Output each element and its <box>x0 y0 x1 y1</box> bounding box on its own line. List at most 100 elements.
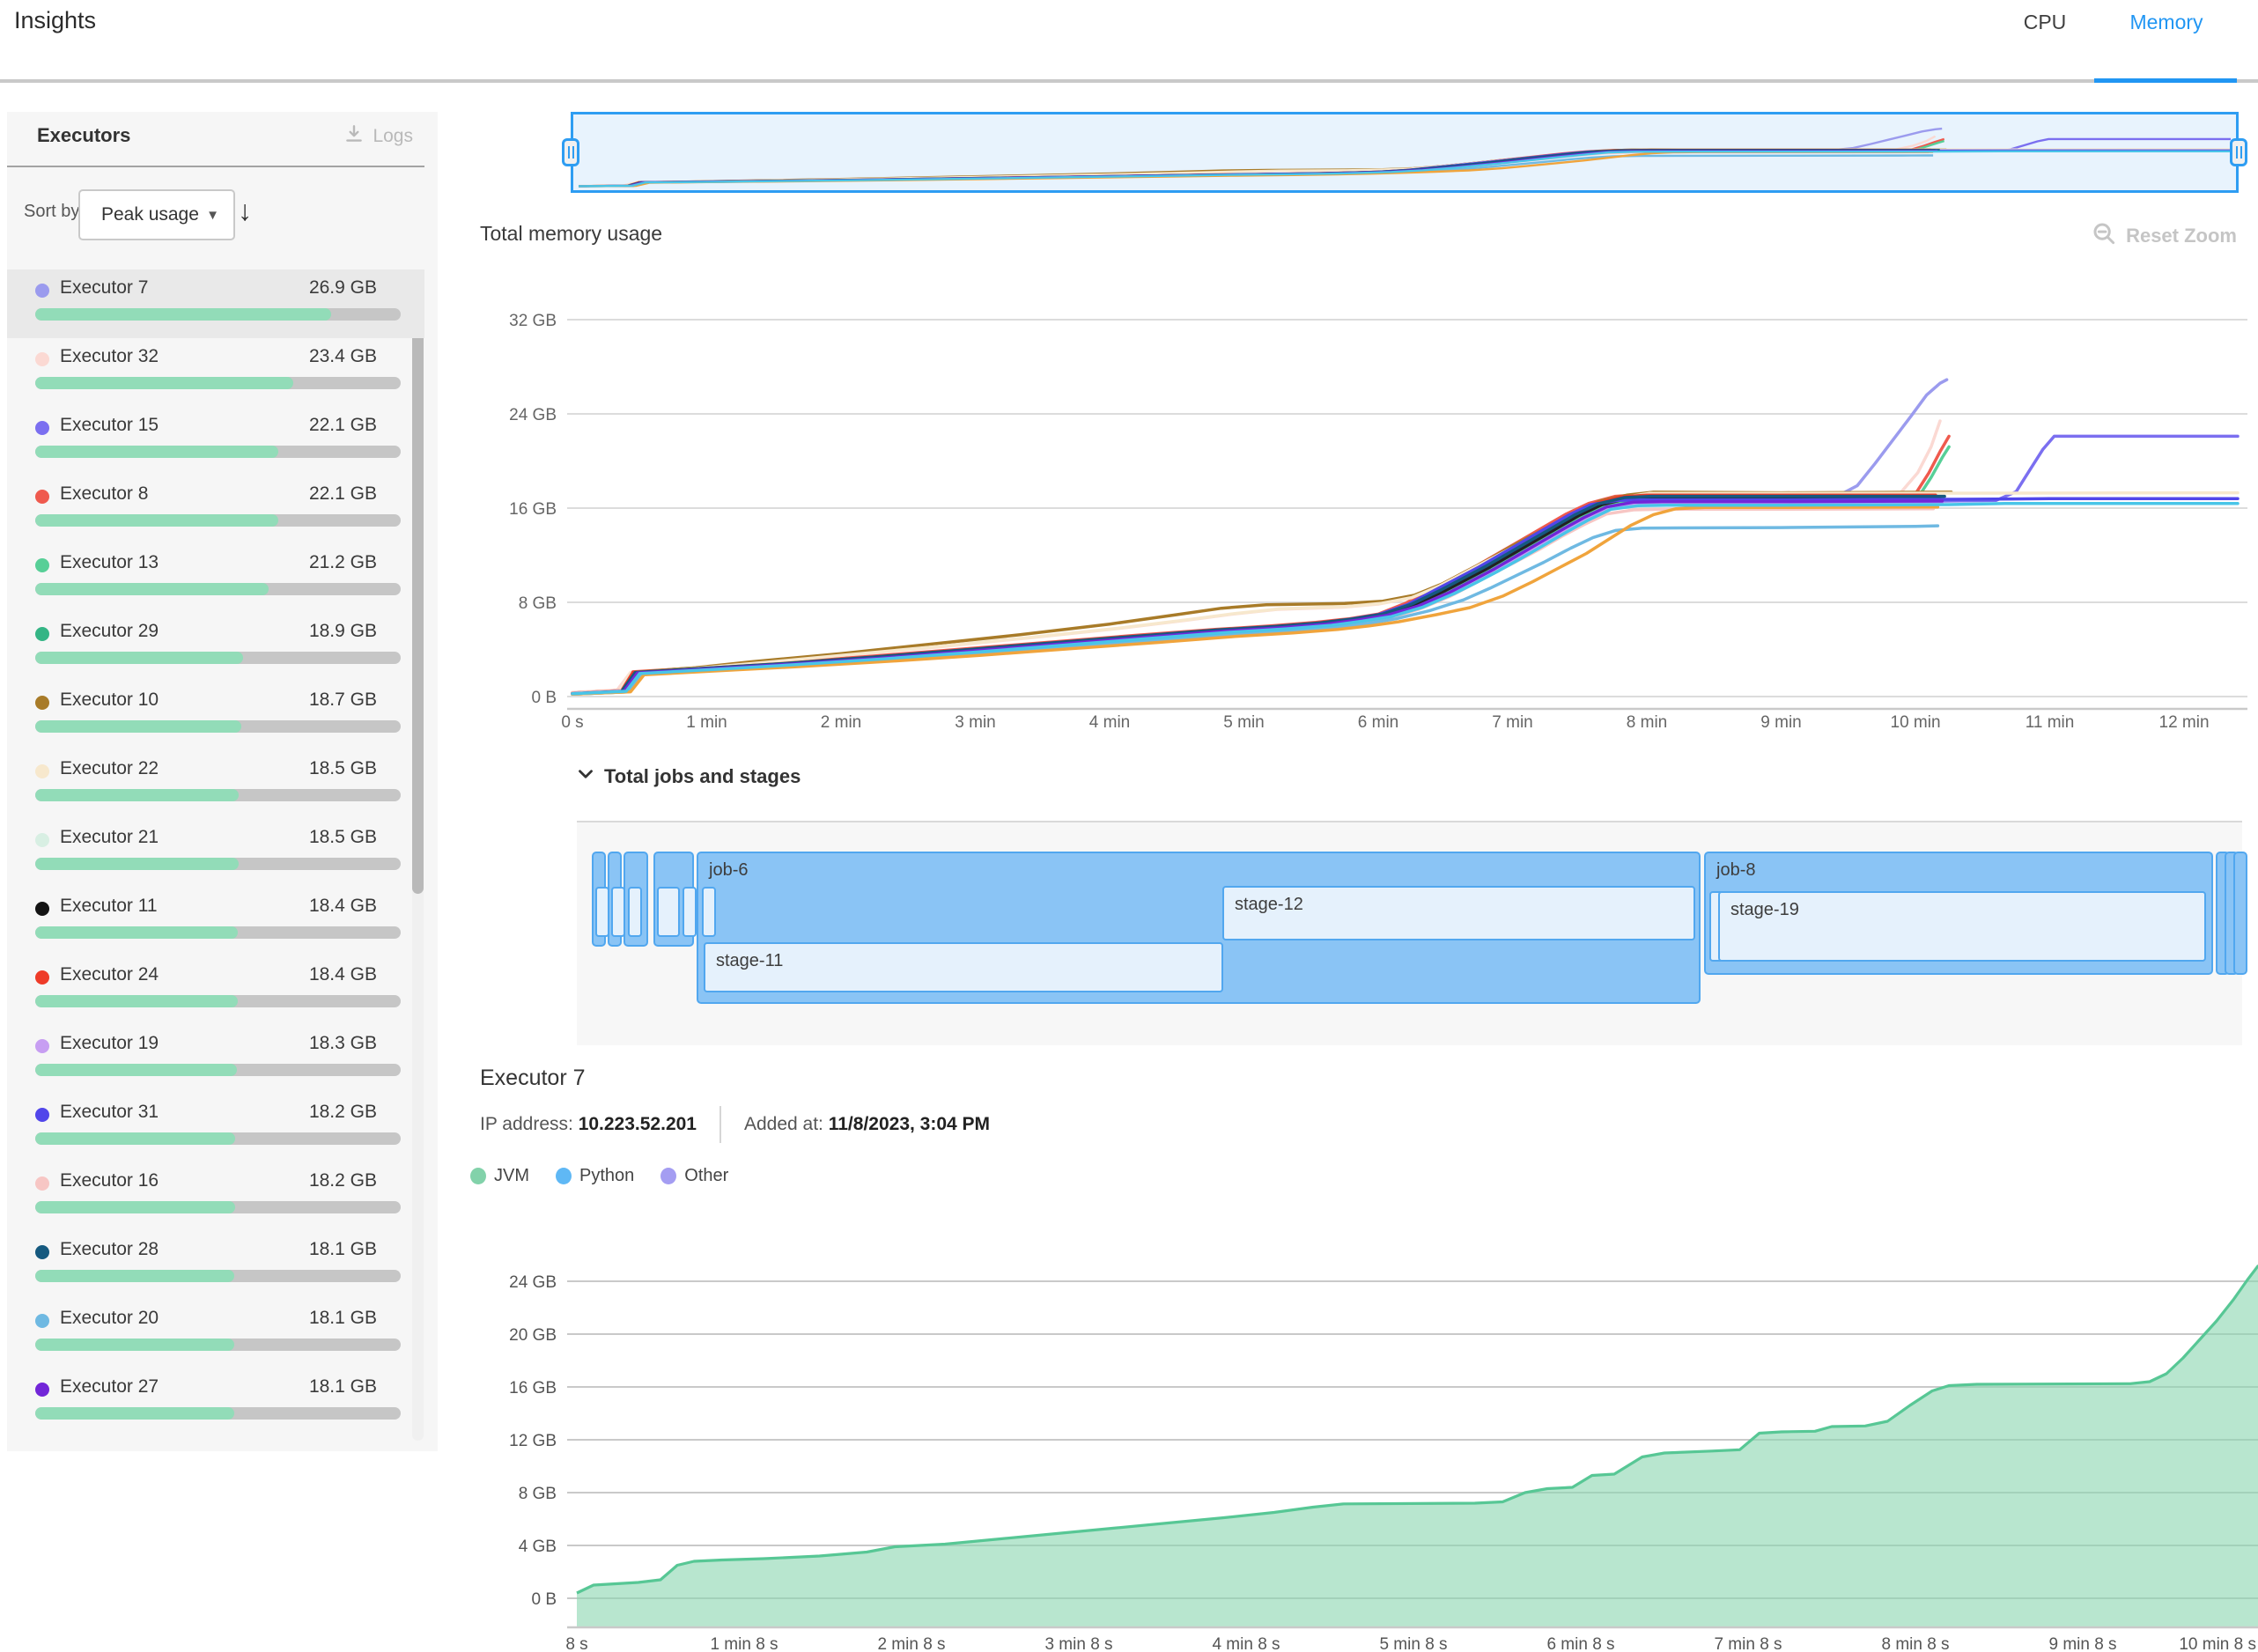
legend-item-jvm[interactable]: JVM <box>470 1166 529 1186</box>
x-tick-label: 10 min 8 s <box>2179 1635 2256 1652</box>
jobs-stages-gantt: job-6 job-8 stage-12 stage-11 stage-19 <box>577 821 2247 1045</box>
stage-bar-stage-19[interactable]: stage-19 <box>1718 891 2206 962</box>
stage-bar[interactable] <box>702 887 716 937</box>
sort-direction-button[interactable]: ↓ <box>238 195 252 226</box>
brush-handle-right[interactable] <box>2230 138 2247 166</box>
y-tick-label: 8 GB <box>519 1485 557 1503</box>
executor-name: Executor 15 <box>60 415 159 435</box>
executor-peak-value: 18.5 GB <box>308 758 377 778</box>
executor-peak-value: 26.9 GB <box>308 277 377 298</box>
added-at-value: 11/8/2023, 3:04 PM <box>828 1114 991 1134</box>
sidebar-scrollbar-thumb[interactable] <box>412 273 424 894</box>
brush-handle-left[interactable] <box>562 138 579 166</box>
stage-bar[interactable] <box>683 887 697 937</box>
executor-list-item[interactable]: Executor 27 18.1 GB <box>7 1368 424 1437</box>
header-divider <box>0 79 2258 83</box>
legend-label: JVM <box>494 1166 529 1185</box>
x-tick-label: 12 min <box>2159 713 2210 732</box>
y-tick-label: 16 GB <box>509 1379 557 1398</box>
executor-peak-value: 18.2 GB <box>308 1170 377 1191</box>
executor-peak-value: 18.4 GB <box>308 964 377 985</box>
executor-name: Executor 10 <box>60 690 159 710</box>
jobs-stages-collapse-toggle[interactable]: Total jobs and stages <box>574 763 801 791</box>
executor-list-item[interactable]: Executor 20 18.1 GB <box>7 1300 424 1368</box>
page-title: Insights <box>14 7 97 33</box>
executor-peak-value: 23.4 GB <box>308 346 377 366</box>
memory-series-line <box>571 419 1942 695</box>
executor-list-item[interactable]: Executor 8 22.1 GB <box>7 476 424 544</box>
sort-by-label: Sort by: <box>24 202 85 221</box>
executor-list-item[interactable]: Executor 31 18.2 GB <box>7 1094 424 1162</box>
executor-name: Executor 7 <box>60 277 149 298</box>
zoom-overview-brush[interactable] <box>571 112 2239 193</box>
y-tick-label: 8 GB <box>519 594 557 613</box>
y-tick-label: 12 GB <box>509 1432 557 1450</box>
executor-name: Executor 29 <box>60 621 159 641</box>
executor-list-item[interactable]: Executor 7 26.9 GB <box>7 269 424 338</box>
executor-usage-bar <box>35 377 401 389</box>
executor-list-item[interactable]: Executor 16 18.2 GB <box>7 1162 424 1231</box>
executor-usage-bar <box>35 583 401 595</box>
executor-name: Executor 20 <box>60 1308 159 1328</box>
executor-list-item[interactable]: Executor 28 18.1 GB <box>7 1231 424 1300</box>
chevron-down-icon: ▼ <box>206 207 219 223</box>
executor-list-item[interactable]: Executor 32 23.4 GB <box>7 338 424 407</box>
stage-bar-stage-11[interactable]: stage-11 <box>704 942 1223 992</box>
executor-name: Executor 22 <box>60 758 159 778</box>
ip-address-label: IP address: <box>480 1114 573 1134</box>
overview-chart <box>578 127 2232 188</box>
executor-peak-value: 18.5 GB <box>308 827 377 847</box>
executor-name: Executor 27 <box>60 1376 159 1397</box>
y-tick-label: 16 GB <box>509 500 557 519</box>
stage-bar[interactable] <box>595 887 609 937</box>
executor-list-item[interactable]: Executor 11 18.4 GB <box>7 888 424 956</box>
executor-peak-value: 18.9 GB <box>308 621 377 641</box>
executor-name: Executor 21 <box>60 827 159 847</box>
executor-color-dot <box>35 970 49 985</box>
reset-zoom-label: Reset Zoom <box>2126 225 2237 247</box>
executor-list-item[interactable]: Executor 21 18.5 GB <box>7 819 424 888</box>
executor-list-item[interactable]: Executor 29 18.9 GB <box>7 613 424 682</box>
tab-cpu[interactable]: CPU <box>2023 11 2067 33</box>
x-tick-label: 4 min <box>1089 713 1130 732</box>
sort-dropdown[interactable]: Peak usage ▼ <box>78 189 235 240</box>
executor-list-item[interactable]: Executor 13 21.2 GB <box>7 544 424 613</box>
memory-series-line <box>571 378 1949 695</box>
memory-series-line <box>571 434 1951 695</box>
info-divider <box>719 1106 721 1143</box>
executor-usage-bar <box>35 514 401 527</box>
reset-zoom-button[interactable]: Reset Zoom <box>2091 220 2237 252</box>
executor-name: Executor 31 <box>60 1102 159 1122</box>
executor-list-item[interactable]: Executor 22 18.5 GB <box>7 750 424 819</box>
executor-name: Executor 16 <box>60 1170 159 1191</box>
executor-usage-bar <box>35 308 401 321</box>
executor-peak-value: 18.2 GB <box>308 1102 377 1122</box>
tab-memory[interactable]: Memory <box>2129 11 2203 33</box>
executor-color-dot <box>35 1039 49 1053</box>
stage-bar[interactable] <box>628 887 642 937</box>
executor-name: Executor 11 <box>60 896 158 916</box>
stage-bar[interactable] <box>611 887 625 937</box>
executor-list: Executor 7 26.9 GB Executor 32 23.4 GB Execu… <box>7 269 424 1437</box>
executor-list-item[interactable]: Executor 15 22.1 GB <box>7 407 424 476</box>
y-tick-label: 0 B <box>531 1590 557 1609</box>
added-at-label: Added at: <box>743 1114 823 1134</box>
job-bar[interactable] <box>2233 852 2247 975</box>
stage-bar[interactable] <box>657 887 680 937</box>
legend-item-python[interactable]: Python <box>556 1166 634 1186</box>
executor-color-dot <box>35 284 49 298</box>
executor-name: Executor 32 <box>60 346 159 366</box>
memory-area-line <box>576 1265 2258 1595</box>
logs-button[interactable]: Logs <box>343 122 413 151</box>
x-tick-label: 9 min <box>1760 713 1801 732</box>
executor-list-item[interactable]: Executor 19 18.3 GB <box>7 1025 424 1094</box>
executor-list-item[interactable]: Executor 10 18.7 GB <box>7 682 424 750</box>
legend-item-other[interactable]: Other <box>660 1166 728 1186</box>
executor-peak-value: 18.1 GB <box>308 1239 377 1259</box>
executor-list-item[interactable]: Executor 24 18.4 GB <box>7 956 424 1025</box>
executor-color-dot <box>35 1314 49 1328</box>
memory-area-fill <box>577 1265 2258 1627</box>
stage-bar-stage-12[interactable]: stage-12 <box>1222 886 1695 940</box>
x-tick-label: 7 min 8 s <box>1714 1635 1782 1652</box>
